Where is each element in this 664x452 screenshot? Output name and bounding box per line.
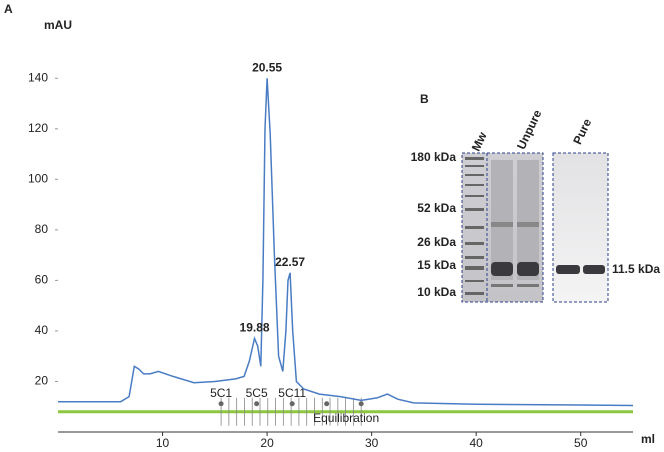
- y-tick-label: 80: [35, 222, 49, 236]
- panel-label: A: [4, 2, 13, 16]
- lane-label: Unpure: [514, 107, 545, 151]
- y-axis-label: mAU: [44, 18, 72, 32]
- peak-label: 19.88: [240, 321, 270, 335]
- marker-label: 15 kDa: [417, 258, 456, 272]
- fraction-dot: [358, 401, 364, 407]
- marker-label: 180 kDa: [411, 150, 457, 164]
- peak-label: 22.57: [275, 255, 305, 269]
- x-tick-label: 30: [365, 436, 379, 450]
- y-tick-label: 60: [35, 273, 49, 287]
- x-tick-label: 10: [156, 436, 170, 450]
- lane-label: Pure: [570, 116, 594, 146]
- marker-label: 52 kDa: [417, 201, 456, 215]
- chromatogram-line: [58, 78, 634, 407]
- fraction-dot: [218, 401, 224, 407]
- fraction-dot: [324, 401, 330, 407]
- y-tick-label: 100: [28, 172, 48, 186]
- pure-bands: [556, 265, 605, 274]
- marker-label: 10 kDa: [417, 285, 456, 299]
- unpure-bands: [491, 160, 539, 287]
- fraction-label: 5C11: [278, 386, 306, 400]
- y-tick-label: 120: [28, 121, 48, 135]
- fraction-dot: [289, 401, 295, 407]
- lane-label: Mw: [469, 129, 490, 153]
- fraction-dot: [254, 401, 260, 407]
- x-tick-label: 20: [260, 436, 274, 450]
- panel-label: B: [420, 92, 429, 106]
- x-tick-label: 50: [574, 436, 588, 450]
- y-tick-label: 20: [35, 374, 49, 388]
- fraction-label: 5C5: [246, 386, 268, 400]
- gel-box: [552, 152, 609, 303]
- peak-label: 20.55: [252, 60, 282, 74]
- x-axis-label: ml: [641, 432, 655, 446]
- marker-bands: [465, 157, 484, 295]
- x-tick-label: 40: [470, 436, 484, 450]
- equilibration-label: Equilibration: [313, 411, 379, 425]
- y-tick-label: 140: [28, 70, 48, 84]
- band-label: 11.5 kDa: [612, 262, 660, 276]
- gel: Mw Unpure Pure 180 kDa 52 kDa 26 kDa 15 …: [411, 107, 660, 303]
- marker-label: 26 kDa: [417, 235, 456, 249]
- fraction-label: 5C1: [210, 386, 232, 400]
- y-tick-label: 40: [35, 323, 49, 337]
